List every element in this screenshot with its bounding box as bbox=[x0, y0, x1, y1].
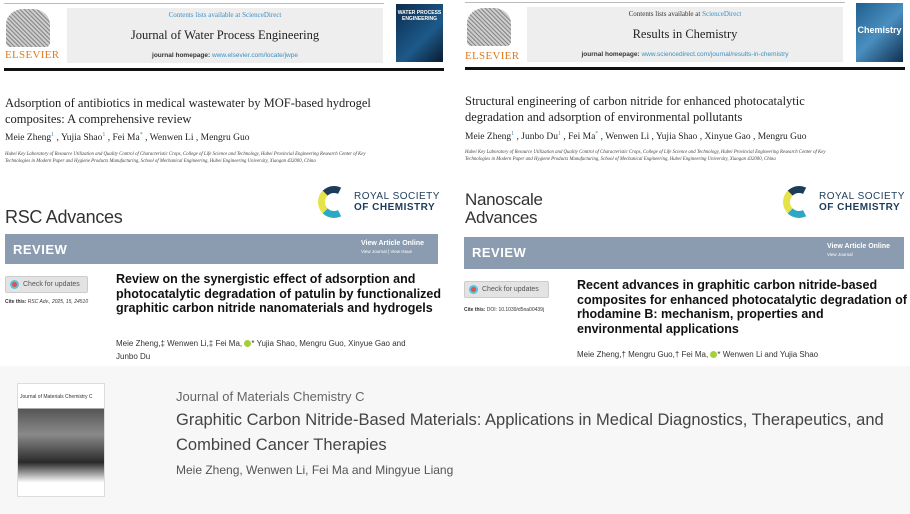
journal-cover: Journal of Materials Chemistry C bbox=[17, 383, 105, 497]
publisher-logo: ELSEVIER bbox=[5, 49, 60, 61]
rsc-logo-icon bbox=[783, 186, 807, 218]
elsevier-tree-logo bbox=[467, 8, 511, 46]
author-list: Meie Zheng, Wenwen Li, Fei Ma and Mingyu… bbox=[176, 463, 454, 477]
view-journal-link[interactable]: View Journal bbox=[826, 252, 853, 257]
paper-title[interactable]: Structural engineering of carbon nitride… bbox=[465, 94, 805, 124]
article-type: REVIEW bbox=[472, 245, 527, 260]
crossmark-icon bbox=[469, 285, 478, 294]
author-mark: 1 bbox=[511, 131, 515, 137]
author-name[interactable]: Wenwen Li bbox=[149, 133, 194, 144]
homepage-link[interactable]: www.sciencedirect.com/journal/results-in… bbox=[641, 51, 789, 58]
check-for-updates-button[interactable]: Check for updates bbox=[5, 276, 88, 293]
citation: Cite this: RSC Adv., 2025, 15, 24510 bbox=[5, 299, 89, 305]
author-name[interactable]: Yujia Shao bbox=[655, 132, 698, 143]
orcid-icon[interactable] bbox=[710, 351, 718, 359]
author-list: Meie Zheng1 , Yujia Shao1 , Fei Ma* , We… bbox=[5, 132, 250, 144]
homepage-link[interactable]: www.elsevier.com/locate/jwpe bbox=[211, 52, 298, 59]
author-name[interactable]: Xinyue Gao bbox=[704, 132, 751, 143]
view-article-online-link[interactable]: View Article Online bbox=[360, 240, 424, 247]
journal-title: RSC Advances bbox=[5, 207, 123, 227]
author-mark: 1 bbox=[51, 132, 55, 138]
article-type: REVIEW bbox=[13, 242, 68, 257]
paper-title[interactable]: Recent advances in graphitic carbon nitr… bbox=[577, 278, 907, 336]
author-name[interactable]: Wenwen Li bbox=[605, 132, 650, 143]
rsc-logo: ROYAL SOCIETY OF CHEMISTRY bbox=[783, 186, 905, 218]
contents-text: Contents lists available at bbox=[628, 10, 701, 18]
journal-title[interactable]: Journal of Materials Chemistry C bbox=[176, 389, 365, 404]
paper-title[interactable]: Review on the synergistic effect of adso… bbox=[116, 272, 442, 315]
author-mark: * bbox=[595, 131, 599, 137]
homepage-label: journal homepage: bbox=[581, 51, 640, 58]
view-article-online-link[interactable]: View Article Online bbox=[826, 243, 890, 250]
orcid-icon[interactable] bbox=[244, 340, 252, 348]
article-type-bar: REVIEW View Article Online View Journal |… bbox=[5, 234, 438, 264]
author-mark: 1 bbox=[557, 131, 561, 137]
view-journal-links[interactable]: View Journal | View Issue bbox=[360, 249, 412, 254]
author-name[interactable]: Mengru Guo bbox=[757, 132, 807, 143]
divider bbox=[4, 3, 384, 4]
contents-text: Contents lists available at bbox=[168, 11, 241, 19]
homepage-label: journal homepage: bbox=[152, 52, 211, 59]
affiliation: Hubei Key Laboratory of Resource Utiliza… bbox=[5, 152, 366, 164]
article-type-bar: REVIEW View Article Online View Journal bbox=[464, 237, 904, 269]
author-name[interactable]: Mengru Guo bbox=[200, 133, 250, 144]
author-name[interactable]: Junbo Du bbox=[521, 132, 558, 143]
journal-cover: Chemistry bbox=[856, 3, 903, 62]
divider bbox=[465, 2, 845, 3]
journal-cover: WATER PROCESS ENGINEERING bbox=[396, 4, 443, 62]
author-list: Meie Zheng,‡ Wenwen Li,‡ Fei Ma, * Yujia… bbox=[116, 339, 406, 361]
author-name[interactable]: Fei Ma bbox=[112, 133, 140, 144]
rsc-logo: ROYAL SOCIETY OF CHEMISTRY bbox=[318, 186, 440, 218]
divider bbox=[4, 68, 444, 71]
paper-listing-jmc: Journal of Materials Chemistry C Journal… bbox=[0, 366, 910, 514]
journal-title: Journal of Water Process Engineering bbox=[130, 28, 320, 42]
sciencedirect-link[interactable]: ScienceDirect bbox=[242, 11, 282, 19]
journal-banner: Contents lists available at ScienceDirec… bbox=[527, 7, 843, 62]
author-name[interactable]: Yujia Shao bbox=[60, 133, 103, 144]
sciencedirect-link[interactable]: ScienceDirect bbox=[702, 10, 742, 18]
divider bbox=[465, 67, 905, 70]
author-mark: 1 bbox=[102, 132, 106, 138]
author-list: Meie Zheng,† Mengru Guo,† Fei Ma, * Wenw… bbox=[577, 350, 819, 359]
publisher-logo: ELSEVIER bbox=[465, 50, 520, 62]
paper-title[interactable]: Adsorption of antibiotics in medical was… bbox=[5, 96, 371, 126]
author-name[interactable]: Meie Zheng bbox=[5, 133, 52, 144]
citation: Cite this: DOI: 10.1039/d5na00439j bbox=[464, 307, 545, 313]
journal-title: Results in Chemistry bbox=[632, 27, 738, 41]
crossmark-icon bbox=[10, 280, 19, 289]
affiliation: Hubei Key Laboratory of Resource Utiliza… bbox=[465, 150, 826, 162]
rsc-logo-icon bbox=[318, 186, 342, 218]
check-for-updates-button[interactable]: Check for updates bbox=[464, 281, 549, 298]
author-mark: * bbox=[139, 132, 143, 138]
author-name[interactable]: Fei Ma bbox=[568, 132, 596, 143]
journal-banner: Contents lists available at ScienceDirec… bbox=[67, 8, 383, 63]
journal-title: Nanoscale Advances bbox=[465, 190, 543, 227]
author-list: Meie Zheng1 , Junbo Du1 , Fei Ma* , Wenw… bbox=[465, 131, 807, 143]
paper-title[interactable]: Graphitic Carbon Nitride-Based Materials… bbox=[176, 411, 884, 454]
elsevier-tree-logo bbox=[6, 9, 50, 47]
author-name[interactable]: Meie Zheng bbox=[465, 132, 512, 143]
